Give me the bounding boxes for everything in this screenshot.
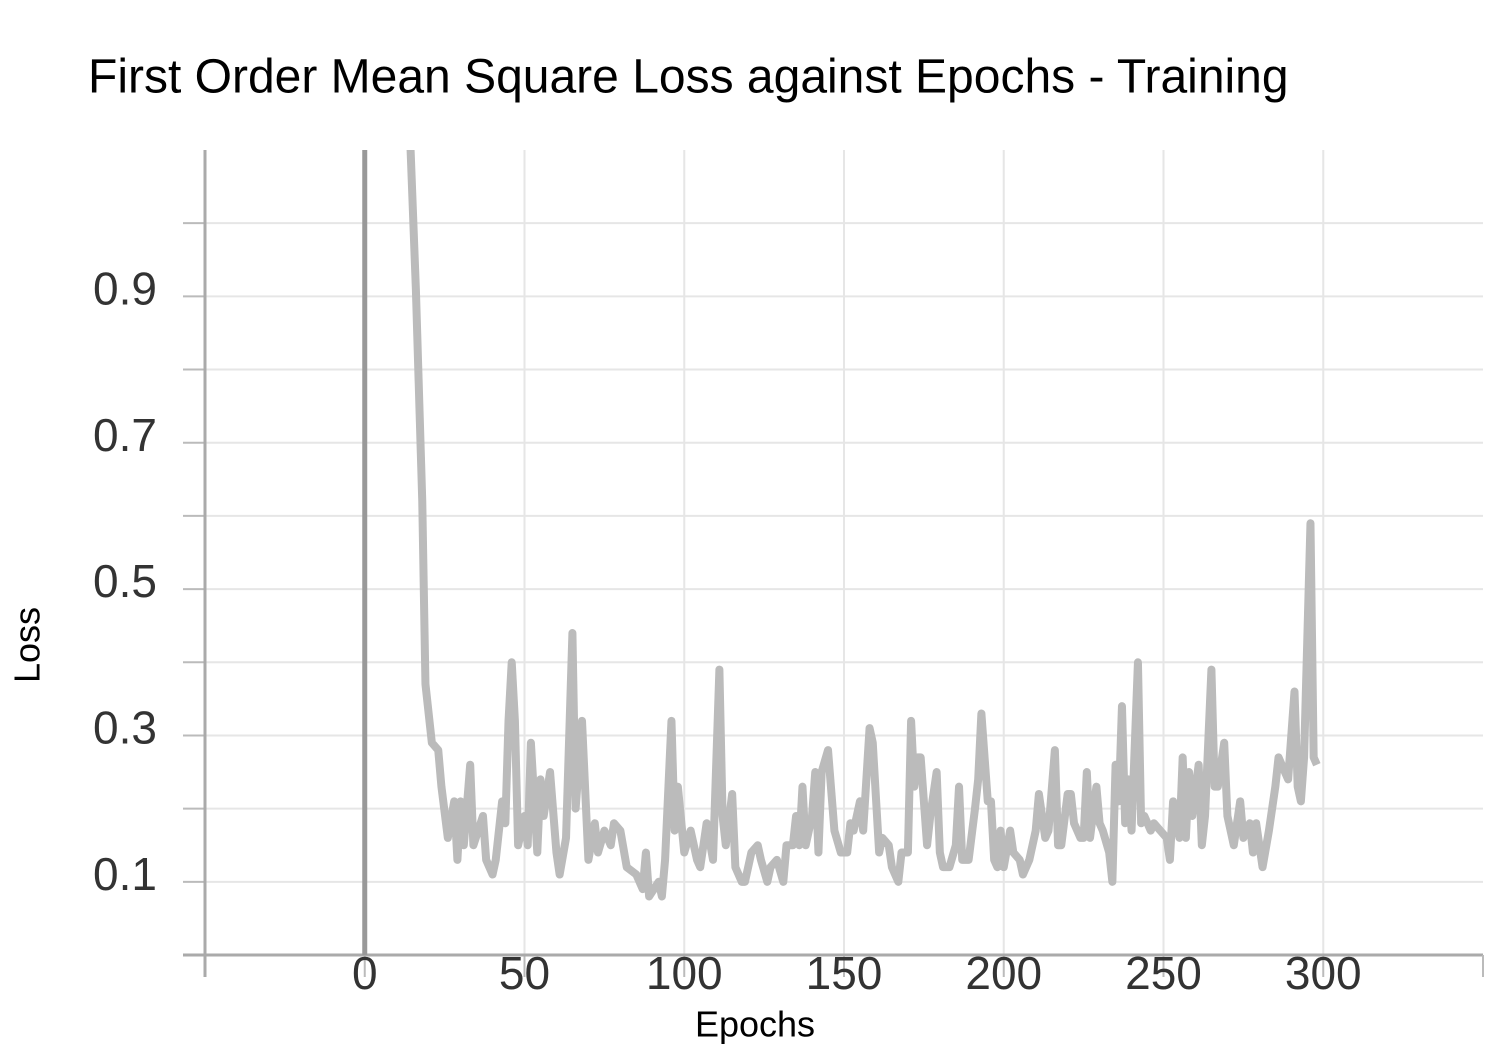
y-tick-label: 0.1	[93, 848, 157, 900]
y-tick-label: 0.5	[93, 555, 157, 607]
y-axis-label: Loss	[7, 607, 48, 683]
loss-line	[406, 150, 1321, 901]
chart-title: First Order Mean Square Loss against Epo…	[88, 51, 1289, 104]
x-axis-label: Epochs	[695, 1004, 815, 1045]
y-tick-label: 0.9	[93, 263, 157, 315]
y-tick-label: 0.7	[93, 409, 157, 461]
y-tick-label: 0.3	[93, 702, 157, 754]
